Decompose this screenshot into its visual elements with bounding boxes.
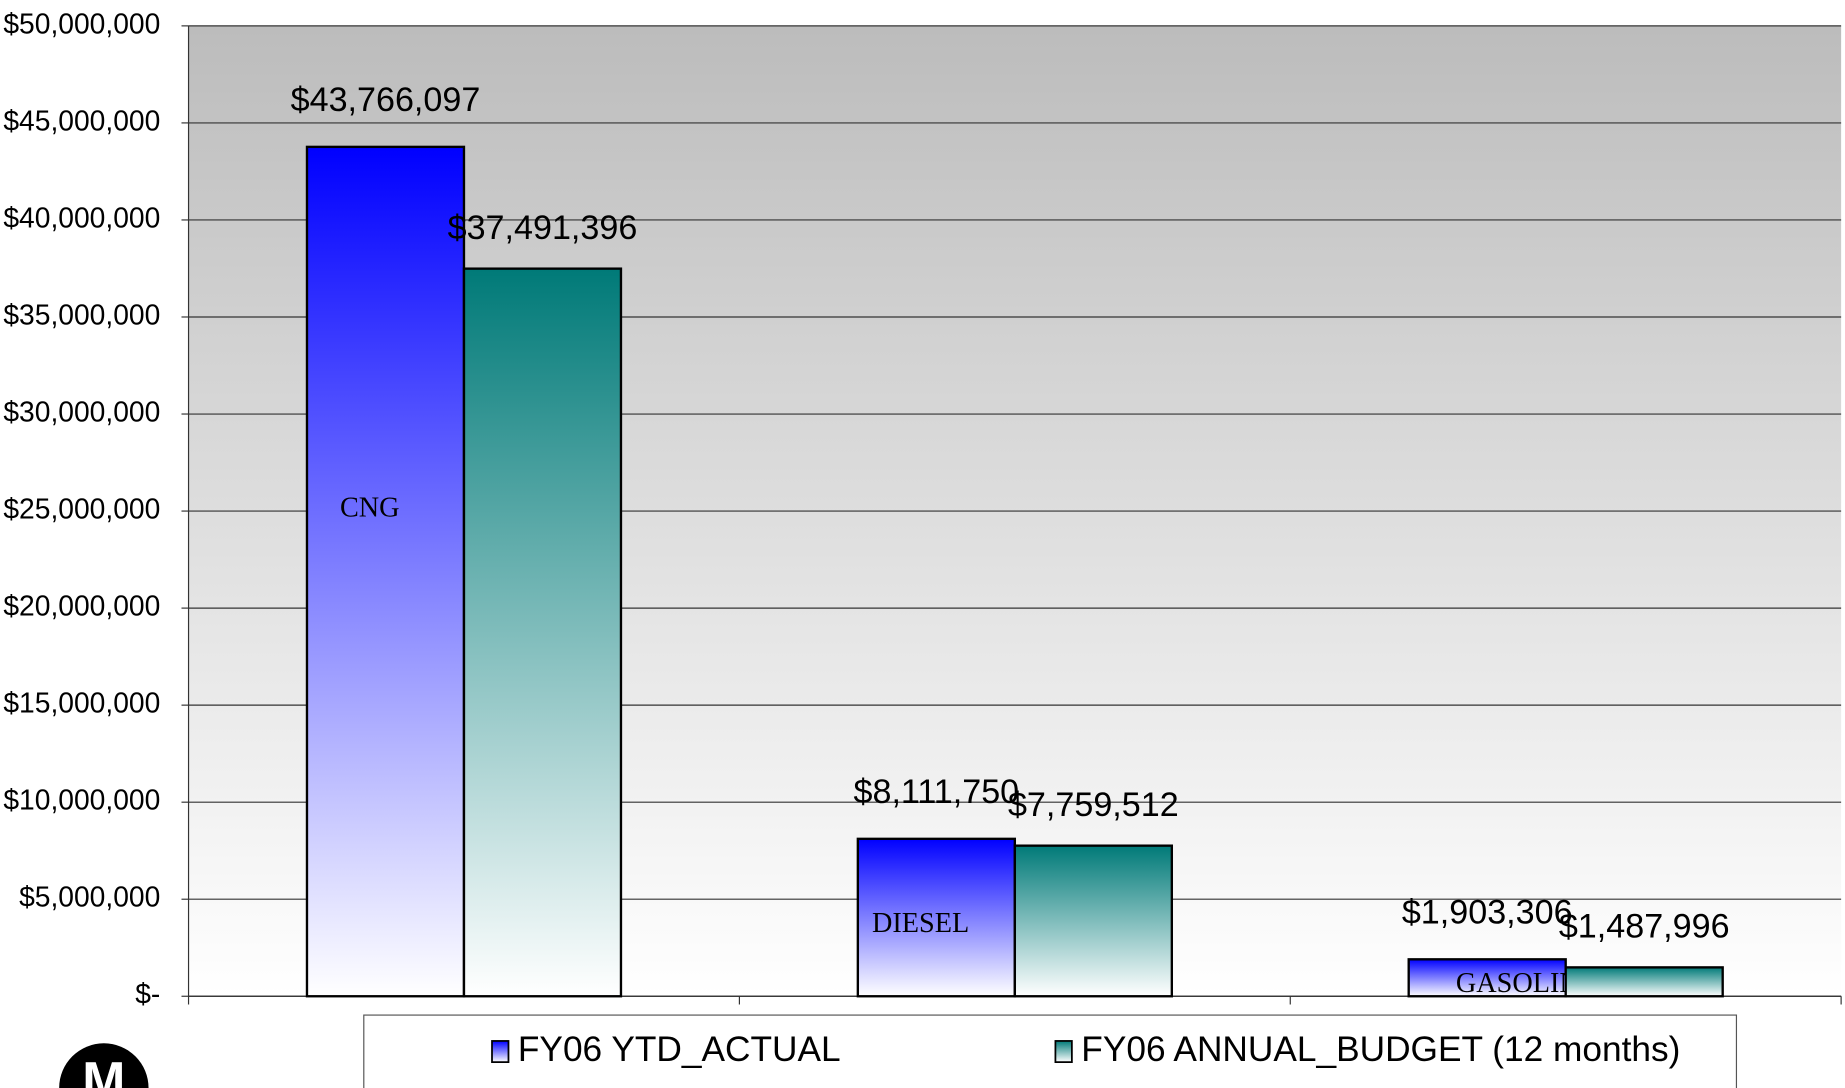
legend-label: FY06 YTD_ACTUAL [518,1030,841,1069]
y-tick-label: $5,000,000 [19,881,160,913]
bar [305,145,466,998]
y-tick-label: $10,000,000 [3,784,160,816]
bar [1564,966,1724,998]
y-tick-label: $30,000,000 [3,395,160,427]
category-label: CNG [340,493,400,524]
bar [1013,844,1174,998]
data-label: $8,111,750 [854,773,1020,811]
y-tick-label: $40,000,000 [3,201,160,233]
y-tick-label: $20,000,000 [3,590,160,622]
data-label: $7,759,512 [1008,786,1179,824]
legend-swatch [491,1040,510,1064]
legend-label: FY06 ANNUAL_BUDGET (12 months) [1081,1030,1680,1069]
legend-box [363,1014,1738,1088]
y-tick-label: $35,000,000 [3,298,160,330]
data-label: $43,766,097 [291,81,481,119]
data-label: $1,487,996 [1559,908,1730,946]
y-tick-label: $50,000,000 [3,7,160,39]
category-label: DIESEL [872,908,969,939]
logo: M [59,1043,149,1088]
y-tick-label: $45,000,000 [3,104,160,136]
y-tick-label: $25,000,000 [3,493,160,525]
data-label: $37,491,396 [448,209,638,247]
y-tick-label: $15,000,000 [3,687,160,719]
y-tick-label: $- [135,978,160,1010]
bar [1407,958,1567,998]
bar [462,267,623,998]
legend-swatch [1054,1040,1073,1064]
data-label: $1,903,306 [1402,894,1573,932]
bar [856,837,1017,998]
svg-text:M: M [82,1051,125,1088]
